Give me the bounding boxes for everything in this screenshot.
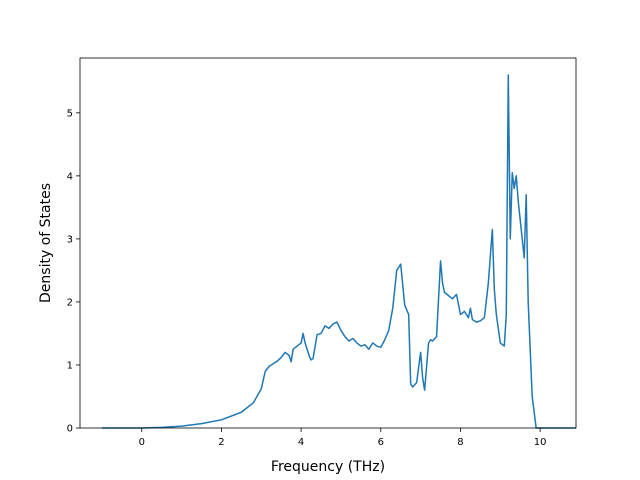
y-tick-label: 1 [67,360,73,371]
x-axis-label: Frequency (THz) [271,459,385,475]
y-tick-label: 0 [67,424,73,435]
plot-area [101,74,576,429]
x-tick-label: 10 [534,437,547,448]
y-tick-label: 2 [67,297,73,308]
x-tick-label: 8 [457,437,463,448]
x-tick-label: 0 [139,437,145,448]
y-tick-label: 5 [67,108,73,119]
y-tick-label: 4 [67,171,73,182]
series-line-dos [101,74,576,429]
y-tick-label: 3 [67,234,73,245]
x-axis-ticks: 0 2 4 6 8 10 [139,428,547,448]
y-axis-label: Density of States [38,183,54,303]
x-tick-label: 6 [378,437,384,448]
x-tick-label: 2 [218,437,224,448]
axes-frame [79,57,577,429]
y-axis-ticks: 0 1 2 3 4 5 [67,108,80,435]
x-tick-label: 4 [298,437,304,448]
